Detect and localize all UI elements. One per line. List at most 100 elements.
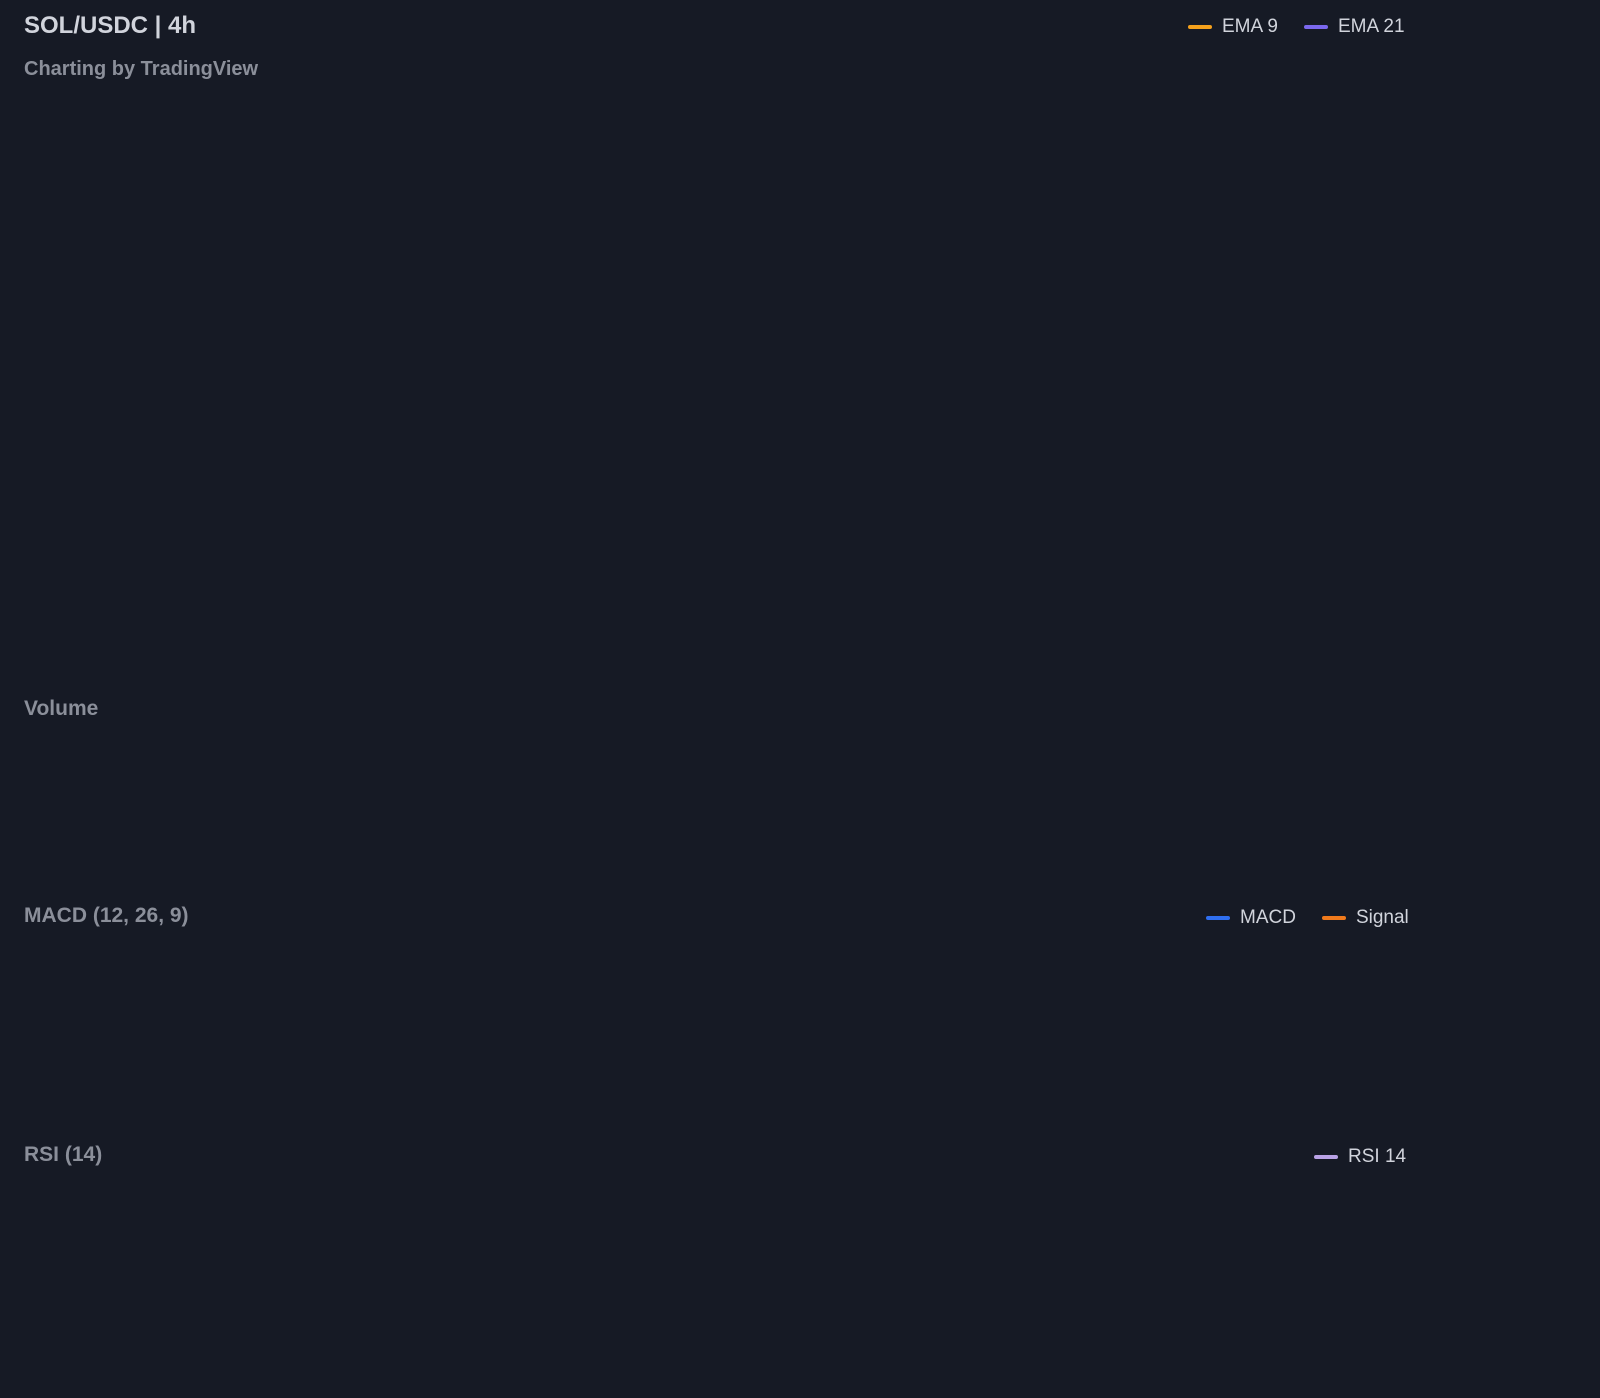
ema9-swatch-icon (1188, 25, 1212, 29)
macd-histogram-bar (920, 1103, 930, 1108)
candle-body (1321, 216, 1330, 220)
candle-body (205, 504, 215, 518)
candle-body (520, 512, 530, 520)
macd-histogram-bar (968, 1105, 978, 1108)
macd-histogram-bar (730, 1102, 740, 1108)
rsi-x-tick-label: 19 (474, 1360, 498, 1385)
candle-body (496, 521, 506, 532)
rsi-level-value-label: 50.00 (1516, 1252, 1571, 1277)
volume-bar (83, 753, 94, 891)
candle-body (1139, 180, 1148, 184)
macd-histogram-bar (1047, 1107, 1057, 1109)
candle-body (678, 367, 688, 385)
volume-bar (966, 855, 977, 891)
macd-histogram-bar (1166, 1107, 1176, 1111)
macd-histogram-bar (1182, 1107, 1191, 1111)
volume-bar (224, 869, 235, 891)
volume-bar (577, 776, 588, 891)
macd-histogram-bar (889, 1107, 898, 1114)
volume-bar (471, 877, 482, 891)
candle-body (96, 479, 106, 482)
rsi-legend: RSI 14 (1314, 1146, 1406, 1168)
rsi-level-tag (1446, 1174, 1494, 1209)
legend-item-macd[interactable]: MACD (1206, 907, 1296, 929)
volume-bar (919, 852, 930, 891)
candle-body (1369, 212, 1379, 224)
legend-item-ema21[interactable]: EMA 21 (1303, 16, 1405, 38)
candle-body (363, 489, 372, 509)
volume-bar (201, 861, 211, 891)
candle-body (302, 493, 312, 500)
volume-bar (1390, 851, 1401, 891)
legend-item-signal[interactable]: Signal (1321, 907, 1409, 929)
macd-histogram-bar (421, 1101, 431, 1108)
macd-histogram-bar (1119, 1107, 1128, 1113)
volume-bar (530, 853, 541, 891)
macd-histogram-bar (635, 1107, 645, 1118)
candle-body (593, 306, 603, 309)
volume-bar (931, 755, 941, 891)
volume-bar (436, 851, 447, 891)
volume-bar (836, 862, 847, 891)
volume-bar (413, 858, 423, 891)
volume-bar (1072, 857, 1083, 891)
macd-histogram-bar (564, 1088, 573, 1108)
legend-item-ema9[interactable]: EMA 9 (1188, 16, 1278, 38)
macd-histogram-bar (651, 1107, 661, 1110)
macd-histogram-bar (1142, 1107, 1152, 1112)
rsi-level-label: 50 (1458, 1252, 1482, 1277)
rsi-level-tag (1446, 1247, 1494, 1282)
macd-histogram-bar (944, 1102, 954, 1108)
candle-body (787, 235, 797, 250)
macd-histogram-bar (849, 1107, 859, 1120)
candle-body (314, 483, 324, 496)
legend-label-ema9: EMA 9 (1222, 16, 1278, 37)
rsi-x-tick-label: 17 (314, 1360, 338, 1385)
candle-body (278, 514, 287, 529)
volume-bar (978, 859, 989, 891)
candle-body (217, 519, 227, 522)
rsi-level-value-tag (1498, 1319, 1590, 1354)
volume-bar (1307, 863, 1318, 891)
macd-histogram-bar (445, 1087, 455, 1108)
volume-bar (1225, 848, 1236, 891)
price-x-tick-label: 29 (1364, 663, 1388, 688)
candle-body (1381, 220, 1391, 224)
volume-bar (177, 870, 188, 891)
volume-bar (860, 849, 871, 891)
volume-bar (695, 856, 706, 891)
price-y-tick-label: 100.00 (1504, 512, 1571, 537)
legend-label-rsi: RSI 14 (1348, 1146, 1407, 1167)
candle-body (884, 215, 894, 236)
volume-bar (742, 879, 753, 891)
volume-bar (1437, 876, 1448, 891)
macd-y-tick-label: 4.00 (1514, 910, 1557, 935)
volume-bar (189, 861, 200, 891)
macd-histogram-bar (762, 1107, 771, 1109)
volume-bar (130, 857, 141, 891)
candle-body (387, 523, 397, 530)
macd-histogram-bar (707, 1091, 716, 1108)
candle-body (557, 444, 566, 471)
candle-body (47, 539, 57, 542)
volume-bar (990, 880, 1000, 891)
macd-histogram-bar (1103, 1107, 1112, 1113)
rsi-level-value-label: 70.00 (1516, 1180, 1571, 1205)
volume-bar (1284, 847, 1295, 891)
candle-body (108, 477, 118, 483)
candle-body (581, 306, 591, 367)
volume-bar (942, 858, 953, 891)
macd-title: MACD (12, 26, 9) (24, 904, 189, 927)
volume-bar (1096, 795, 1106, 891)
volume-bar (1001, 850, 1012, 891)
legend-item-rsi[interactable]: RSI 14 (1314, 1146, 1406, 1168)
candle-body (642, 328, 651, 334)
rsi-x-tick-label: 29 (1279, 1360, 1303, 1385)
rsi-x-tick-label: 23 (796, 1360, 820, 1385)
macd-histogram-bar (477, 1060, 486, 1108)
macd-histogram-bar (516, 1036, 526, 1108)
candle-body (1030, 257, 1039, 269)
volume-bar (165, 849, 176, 891)
candle-body (1284, 227, 1294, 233)
